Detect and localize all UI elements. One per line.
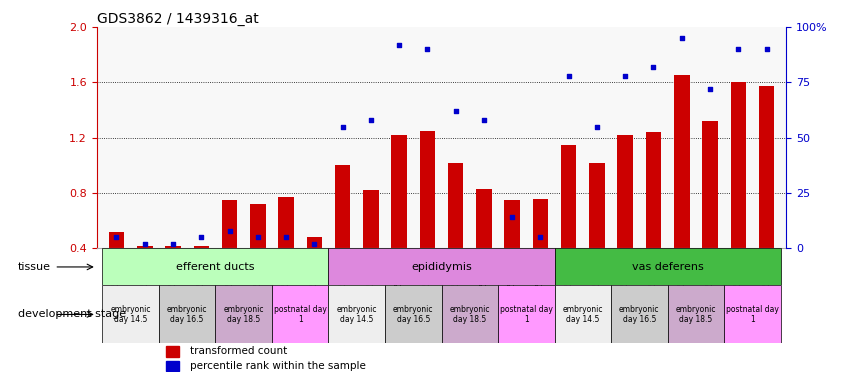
Bar xyxy=(448,162,463,248)
Bar xyxy=(272,285,329,343)
Text: embryonic
day 16.5: embryonic day 16.5 xyxy=(393,305,433,324)
Point xyxy=(336,124,349,130)
Text: transformed count: transformed count xyxy=(190,346,287,356)
Point xyxy=(732,46,745,52)
Bar xyxy=(611,285,668,343)
Bar xyxy=(391,135,407,248)
Text: embryonic
day 14.5: embryonic day 14.5 xyxy=(336,305,377,324)
Bar xyxy=(137,246,152,248)
Bar xyxy=(674,75,690,248)
Text: embryonic
day 18.5: embryonic day 18.5 xyxy=(450,305,490,324)
Bar xyxy=(498,285,554,343)
Bar xyxy=(554,248,780,285)
Text: postnatal day
1: postnatal day 1 xyxy=(274,305,326,324)
Point xyxy=(534,234,547,240)
Point xyxy=(364,117,378,123)
Bar xyxy=(731,82,746,248)
Point xyxy=(138,241,151,247)
Bar xyxy=(165,246,181,248)
Bar xyxy=(250,204,266,248)
Point xyxy=(308,241,321,247)
Text: percentile rank within the sample: percentile rank within the sample xyxy=(190,361,366,371)
Bar xyxy=(590,162,605,248)
Bar xyxy=(363,190,378,248)
Bar xyxy=(702,121,718,248)
Bar xyxy=(646,132,661,248)
Bar xyxy=(554,285,611,343)
Bar xyxy=(442,285,498,343)
Bar xyxy=(103,248,329,285)
Text: embryonic
day 18.5: embryonic day 18.5 xyxy=(675,305,717,324)
Bar xyxy=(307,237,322,248)
Point xyxy=(477,117,490,123)
Bar xyxy=(759,86,775,248)
Bar xyxy=(103,285,159,343)
Bar xyxy=(561,145,576,248)
Point xyxy=(562,73,575,79)
Bar xyxy=(193,246,209,248)
Point xyxy=(590,124,604,130)
Bar xyxy=(505,200,520,248)
Bar xyxy=(420,131,435,248)
Point xyxy=(759,46,773,52)
Text: embryonic
day 16.5: embryonic day 16.5 xyxy=(619,305,659,324)
Point xyxy=(167,241,180,247)
Text: vas deferens: vas deferens xyxy=(632,262,704,272)
Point xyxy=(449,108,463,114)
Text: embryonic
day 16.5: embryonic day 16.5 xyxy=(167,305,208,324)
Bar xyxy=(329,285,385,343)
Bar xyxy=(335,166,351,248)
Point xyxy=(194,234,208,240)
Text: postnatal day
1: postnatal day 1 xyxy=(500,305,553,324)
Text: postnatal day
1: postnatal day 1 xyxy=(726,305,779,324)
Point xyxy=(393,41,406,48)
Bar xyxy=(329,248,554,285)
Bar xyxy=(617,135,633,248)
Bar xyxy=(278,197,294,248)
Text: tissue: tissue xyxy=(18,262,50,272)
Text: development stage: development stage xyxy=(18,310,125,319)
Text: epididymis: epididymis xyxy=(411,262,472,272)
Bar xyxy=(668,285,724,343)
Point xyxy=(420,46,434,52)
Bar xyxy=(215,285,272,343)
Point xyxy=(110,234,124,240)
Point xyxy=(703,86,717,92)
Bar xyxy=(476,189,492,248)
Bar xyxy=(222,200,237,248)
Text: embryonic
day 14.5: embryonic day 14.5 xyxy=(110,305,151,324)
Point xyxy=(251,234,265,240)
Point xyxy=(675,35,689,41)
Bar xyxy=(159,285,215,343)
Bar xyxy=(166,361,179,371)
Bar xyxy=(166,346,179,356)
Point xyxy=(279,234,293,240)
Point xyxy=(505,214,519,220)
Text: embryonic
day 18.5: embryonic day 18.5 xyxy=(224,305,264,324)
Bar xyxy=(724,285,780,343)
Bar xyxy=(385,285,442,343)
Point xyxy=(618,73,632,79)
Text: GDS3862 / 1439316_at: GDS3862 / 1439316_at xyxy=(97,12,258,26)
Point xyxy=(223,228,236,234)
Bar xyxy=(108,232,124,248)
Point xyxy=(647,64,660,70)
Text: efferent ducts: efferent ducts xyxy=(176,262,255,272)
Bar xyxy=(532,199,548,248)
Text: embryonic
day 14.5: embryonic day 14.5 xyxy=(563,305,603,324)
